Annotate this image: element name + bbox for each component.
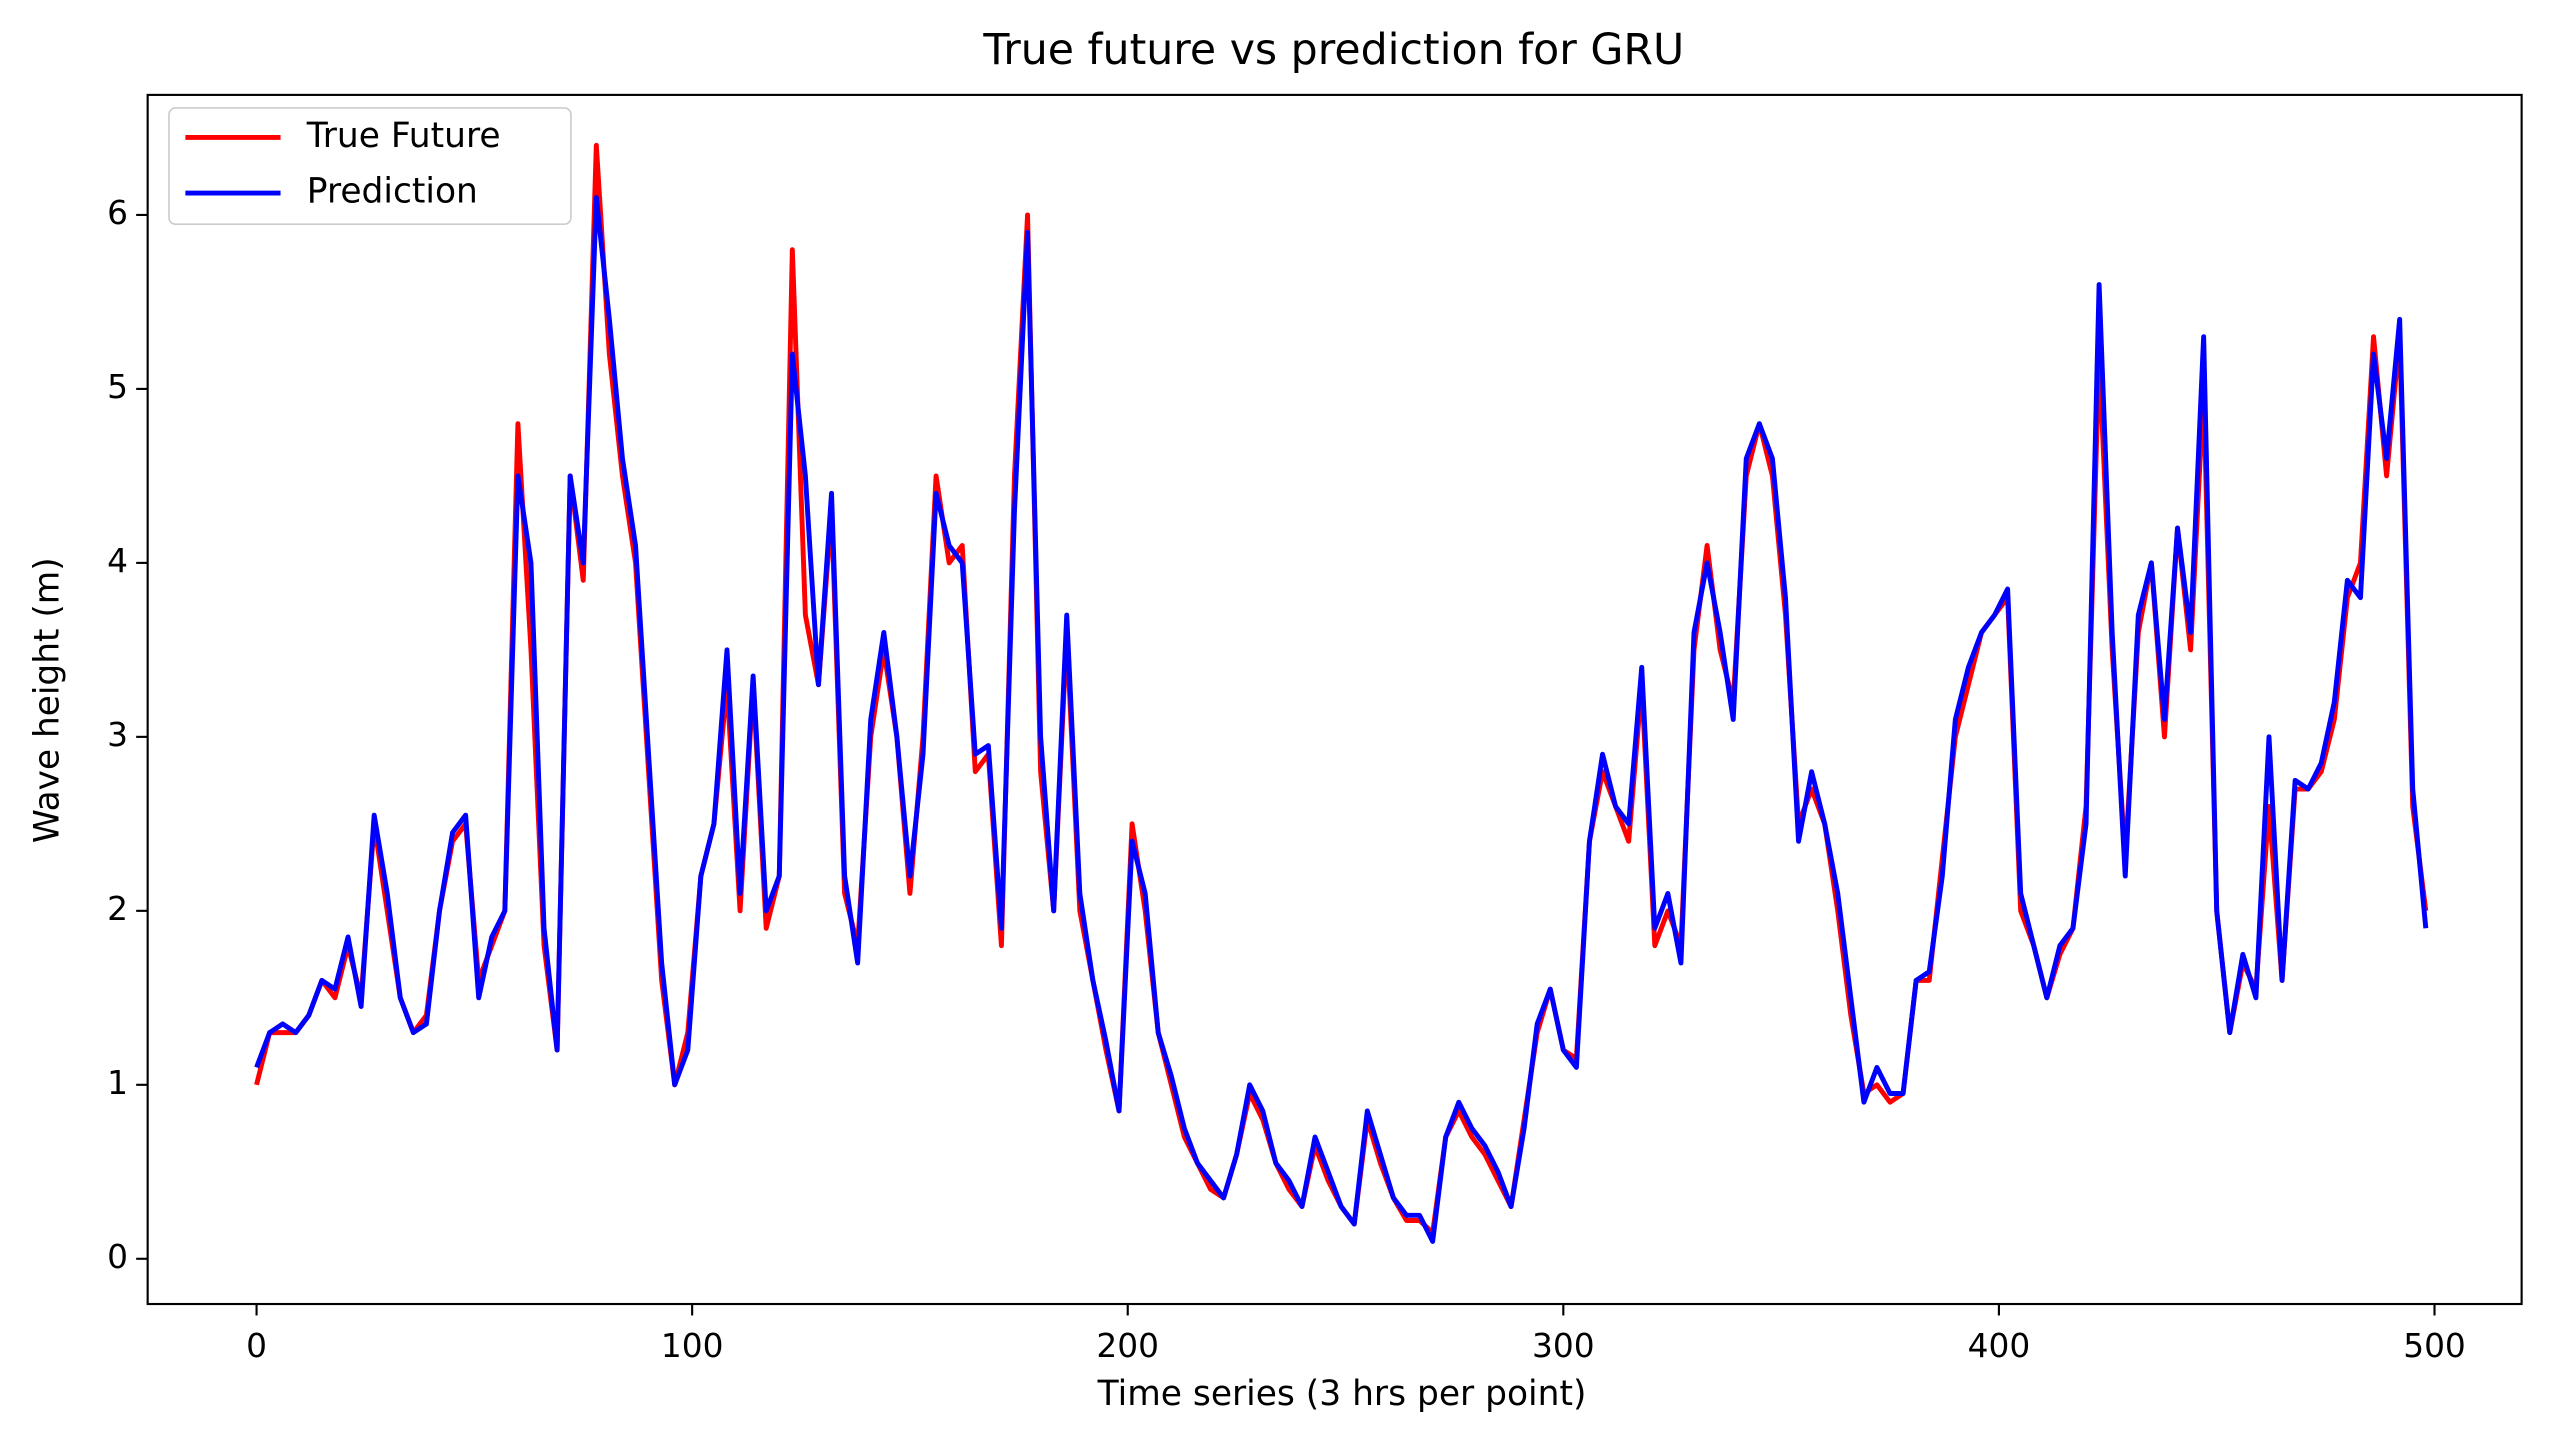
y-tick-label: 1 — [107, 1064, 128, 1102]
x-tick-label: 500 — [2403, 1327, 2466, 1365]
y-tick-label: 4 — [107, 542, 128, 580]
y-tick-label: 0 — [107, 1238, 128, 1276]
y-tick-label: 6 — [107, 194, 128, 232]
y-axis-label: Wave height (m) — [28, 557, 68, 843]
x-axis-label: Time series (3 hrs per point) — [1097, 1374, 1587, 1414]
chart-title: True future vs prediction for GRU — [982, 25, 1684, 75]
series-line — [254, 195, 2429, 1244]
x-tick-label: 300 — [1532, 1327, 1595, 1365]
x-tick-label: 0 — [246, 1327, 267, 1365]
x-tick-label: 100 — [661, 1327, 724, 1365]
legend-label: Prediction — [307, 172, 478, 212]
plot-frame — [146, 93, 2523, 1306]
y-tick-label: 5 — [107, 368, 128, 406]
x-tick-label: 400 — [1968, 1327, 2031, 1365]
x-tick-label: 200 — [1096, 1327, 1159, 1365]
y-tick-label: 3 — [107, 716, 128, 754]
y-tick-label: 2 — [107, 890, 128, 928]
legend-label: True Future — [306, 116, 501, 156]
